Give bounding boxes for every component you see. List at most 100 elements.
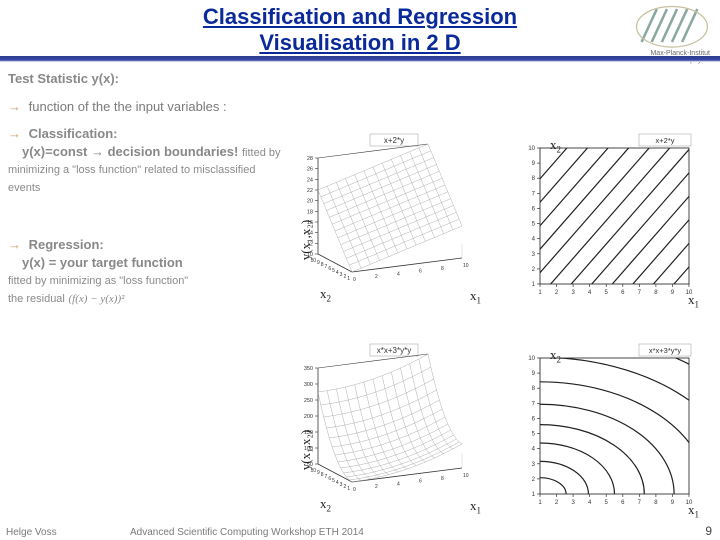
svg-text:24: 24 bbox=[307, 177, 313, 183]
svg-text:8: 8 bbox=[532, 386, 536, 392]
svg-text:3: 3 bbox=[571, 290, 575, 296]
svg-text:4: 4 bbox=[397, 481, 400, 487]
svg-text:2: 2 bbox=[555, 500, 559, 506]
logo-text-1: Max-Planck-Institut bbox=[650, 50, 710, 57]
svg-text:350: 350 bbox=[304, 366, 313, 372]
slide-body: Test Statistic y(x): → function of the t… bbox=[0, 62, 720, 522]
y-axis-label-2: y(x₁,x₂) bbox=[298, 430, 314, 470]
svg-text:6: 6 bbox=[419, 269, 422, 275]
svg-text:22: 22 bbox=[307, 188, 313, 194]
regression-sub-2: the residual bbox=[8, 293, 65, 305]
x2-label-1: x2 bbox=[320, 286, 331, 304]
contour-plot-linear: x+2*y1234567891012345678910 bbox=[510, 132, 695, 302]
svg-text:10: 10 bbox=[463, 473, 469, 479]
surface-plot-linear: x+2*y10121416182022242628123456789100246… bbox=[300, 132, 485, 302]
svg-text:4: 4 bbox=[336, 480, 339, 486]
svg-text:8: 8 bbox=[321, 262, 324, 268]
title-bar: Classification and Regression Visualisat… bbox=[0, 0, 720, 62]
regression-header: Regression: bbox=[29, 237, 104, 252]
x1-label-2: x1 bbox=[688, 292, 699, 310]
svg-text:6: 6 bbox=[532, 206, 536, 212]
svg-text:2: 2 bbox=[532, 267, 536, 273]
svg-text:250: 250 bbox=[304, 398, 313, 404]
footer-author: Helge Voss bbox=[6, 527, 57, 538]
svg-text:9: 9 bbox=[671, 500, 675, 506]
test-statistic-header: Test Statistic y(x): bbox=[8, 70, 288, 88]
svg-text:6: 6 bbox=[532, 416, 536, 422]
svg-text:x*x+3*y*y: x*x+3*y*y bbox=[649, 346, 682, 355]
svg-text:9: 9 bbox=[671, 290, 675, 296]
svg-text:7: 7 bbox=[638, 500, 642, 506]
x1-label-1: x1 bbox=[470, 288, 481, 306]
classification-body: y(x)=const → decision boundaries! bbox=[22, 144, 238, 159]
regression-block: → Regression: y(x) = your target functio… bbox=[8, 236, 288, 307]
svg-text:4: 4 bbox=[397, 271, 400, 277]
x2-label-2: x2 bbox=[550, 137, 561, 155]
svg-text:6: 6 bbox=[621, 290, 625, 296]
svg-text:8: 8 bbox=[441, 476, 444, 482]
svg-text:7: 7 bbox=[325, 264, 328, 270]
arrow-icon: → bbox=[8, 237, 21, 252]
svg-text:4: 4 bbox=[532, 237, 536, 243]
arrow-icon: → bbox=[8, 99, 21, 114]
svg-text:7: 7 bbox=[325, 474, 328, 480]
svg-text:10: 10 bbox=[463, 263, 469, 269]
slide-footer: Helge Voss Advanced Scientific Computing… bbox=[0, 522, 720, 540]
svg-text:28: 28 bbox=[307, 156, 313, 162]
svg-text:2: 2 bbox=[343, 484, 346, 490]
svg-text:5: 5 bbox=[332, 478, 335, 484]
function-line: → function of the the input variables : bbox=[8, 98, 288, 116]
svg-text:5: 5 bbox=[605, 290, 609, 296]
svg-text:5: 5 bbox=[605, 500, 609, 506]
svg-text:4: 4 bbox=[588, 500, 592, 506]
svg-text:1: 1 bbox=[538, 500, 542, 506]
svg-text:9: 9 bbox=[532, 371, 536, 377]
svg-text:3: 3 bbox=[532, 252, 536, 258]
svg-text:7: 7 bbox=[532, 191, 536, 197]
svg-text:7: 7 bbox=[532, 401, 536, 407]
regression-body: y(x) = your target function bbox=[22, 255, 183, 270]
title-line-2: Visualisation in 2 D bbox=[259, 30, 460, 55]
svg-text:1: 1 bbox=[347, 276, 350, 282]
svg-text:3: 3 bbox=[532, 462, 536, 468]
y-axis-label-1: y(x₁,x₂) bbox=[298, 220, 314, 260]
institute-logo: Max-Planck-Institut für Kernphysik bbox=[634, 4, 712, 58]
classification-block: → Classification: y(x)=const → decision … bbox=[8, 125, 288, 196]
svg-text:6: 6 bbox=[621, 500, 625, 506]
x1-label-4: x1 bbox=[688, 502, 699, 520]
svg-text:9: 9 bbox=[317, 260, 320, 266]
svg-text:5: 5 bbox=[532, 222, 536, 228]
svg-text:8: 8 bbox=[441, 266, 444, 272]
svg-text:0: 0 bbox=[353, 487, 356, 493]
svg-text:200: 200 bbox=[304, 414, 313, 420]
svg-text:5: 5 bbox=[532, 432, 536, 438]
svg-text:7: 7 bbox=[638, 290, 642, 296]
svg-text:6: 6 bbox=[419, 479, 422, 485]
surface-plot-quadratic: x*x+3*y*y5010015020025030035012345678910… bbox=[300, 342, 485, 512]
contour-plot-quadratic: x*x+3*y*y1234567891012345678910 bbox=[510, 342, 695, 512]
svg-text:9: 9 bbox=[317, 470, 320, 476]
svg-text:6: 6 bbox=[328, 476, 331, 482]
slide-title: Classification and Regression Visualisat… bbox=[0, 4, 720, 57]
svg-text:10: 10 bbox=[528, 146, 535, 152]
x2-label-3: x2 bbox=[320, 496, 331, 514]
page-number: 9 bbox=[705, 524, 712, 538]
svg-text:18: 18 bbox=[307, 209, 313, 215]
svg-text:8: 8 bbox=[321, 472, 324, 478]
svg-text:20: 20 bbox=[307, 199, 313, 205]
svg-text:0: 0 bbox=[353, 277, 356, 283]
svg-text:2: 2 bbox=[375, 274, 378, 280]
svg-text:4: 4 bbox=[588, 290, 592, 296]
svg-text:x+2*y: x+2*y bbox=[384, 136, 404, 145]
svg-text:8: 8 bbox=[654, 500, 658, 506]
x1-label-3: x1 bbox=[470, 498, 481, 516]
svg-text:2: 2 bbox=[343, 274, 346, 280]
svg-text:1: 1 bbox=[347, 486, 350, 492]
footer-venue: Advanced Scientific Computing Workshop E… bbox=[130, 527, 364, 538]
svg-text:x*x+3*y*y: x*x+3*y*y bbox=[377, 346, 411, 355]
svg-text:1: 1 bbox=[532, 282, 536, 288]
svg-text:2: 2 bbox=[375, 484, 378, 490]
regression-sub-1: fitted by minimizing as "loss function" bbox=[8, 275, 188, 287]
svg-text:300: 300 bbox=[304, 382, 313, 388]
svg-text:3: 3 bbox=[340, 272, 343, 278]
